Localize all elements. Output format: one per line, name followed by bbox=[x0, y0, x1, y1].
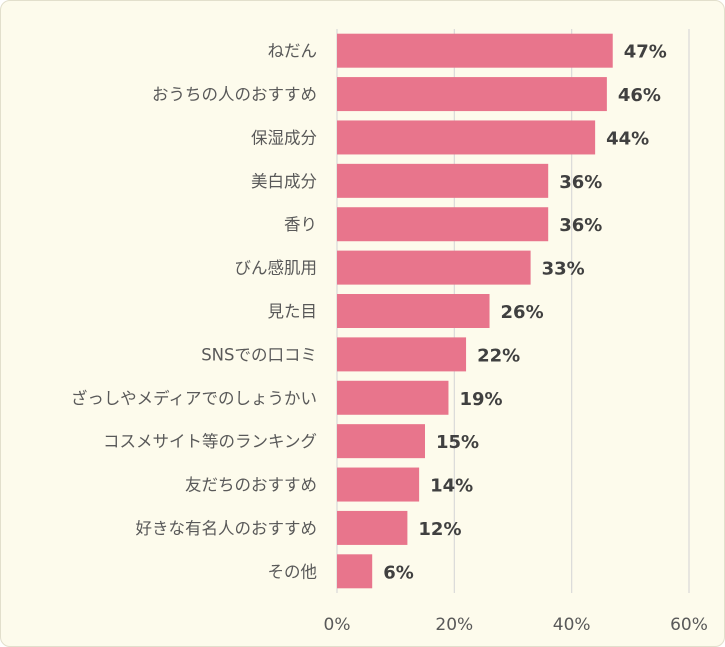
category-label: おうちの人のおすすめ bbox=[152, 85, 317, 104]
category-label: その他 bbox=[268, 562, 318, 581]
category-label: SNSでの口コミ bbox=[201, 345, 317, 364]
category-label: 美白成分 bbox=[251, 172, 317, 191]
category-label: 見た目 bbox=[268, 302, 318, 321]
bar bbox=[337, 33, 613, 68]
bar bbox=[337, 250, 531, 285]
category-label: 保湿成分 bbox=[251, 128, 317, 147]
data-label: 33% bbox=[542, 259, 585, 280]
bar bbox=[337, 207, 549, 242]
data-label: 15% bbox=[436, 432, 479, 453]
bar bbox=[337, 337, 467, 372]
x-axis-tick-labels: 0% 20% 40% 60% bbox=[324, 615, 708, 635]
bar bbox=[337, 424, 425, 459]
bar bbox=[337, 510, 408, 545]
value-labels: 47% 46% 44% 36% 36% 33% 26% 22% 19% 15% 14% 12% 6% bbox=[383, 42, 667, 584]
data-label: 12% bbox=[418, 519, 461, 540]
bar bbox=[337, 294, 490, 328]
category-label: びん感肌用 bbox=[235, 259, 318, 278]
data-label: 19% bbox=[459, 389, 502, 410]
data-label: 44% bbox=[606, 128, 649, 149]
category-label: コスメサイト等のランキング bbox=[103, 432, 317, 451]
category-label: ねだん bbox=[268, 42, 318, 61]
data-label: 14% bbox=[430, 476, 473, 497]
bars bbox=[337, 33, 613, 589]
category-label: 好きな有名人のおすすめ bbox=[136, 519, 318, 538]
category-label: 友だちのおすすめ bbox=[185, 476, 317, 495]
data-label: 47% bbox=[624, 42, 667, 63]
data-label: 36% bbox=[559, 172, 602, 193]
bar bbox=[337, 554, 373, 589]
category-label: ざっしやメディアでのしょうかい bbox=[71, 388, 317, 408]
x-tick-label: 60% bbox=[670, 615, 708, 635]
category-label: 香り bbox=[284, 215, 317, 234]
x-tick-label: 0% bbox=[324, 615, 351, 635]
x-tick-label: 40% bbox=[553, 615, 591, 635]
bar bbox=[337, 163, 549, 198]
bar bbox=[337, 77, 607, 112]
data-label: 26% bbox=[501, 302, 544, 323]
data-label: 46% bbox=[618, 85, 661, 106]
data-label: 6% bbox=[383, 562, 414, 583]
bar bbox=[337, 467, 420, 502]
bar bbox=[337, 380, 449, 415]
x-tick-label: 20% bbox=[435, 615, 473, 635]
data-label: 36% bbox=[559, 215, 602, 236]
data-label: 22% bbox=[477, 345, 520, 366]
bar bbox=[337, 120, 596, 155]
